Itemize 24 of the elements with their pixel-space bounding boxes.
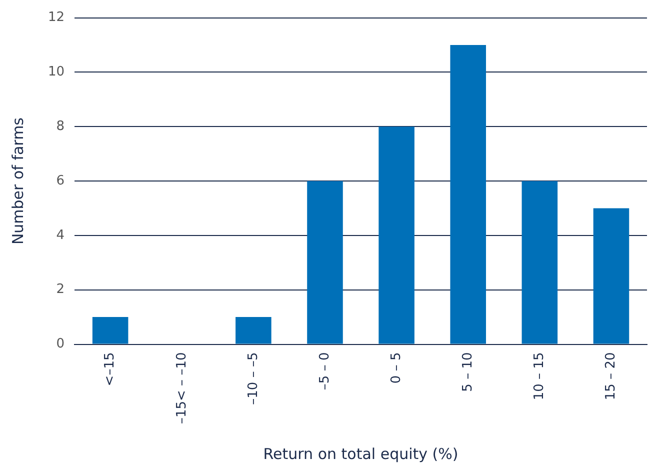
x-tick-label: <–15 <box>102 352 118 386</box>
bar <box>307 181 343 344</box>
x-tick-label: –15< – –10 <box>174 352 190 424</box>
x-tick-label: 5 – 10 <box>460 352 476 392</box>
x-tick-label: –5 – 0 <box>317 352 332 390</box>
y-tick-label: 2 <box>56 282 65 298</box>
bar <box>378 126 414 344</box>
x-tick-label: –10 – –5 <box>246 352 261 405</box>
y-tick-label: 4 <box>56 228 65 243</box>
x-tick-label: 15 – 20 <box>604 352 619 400</box>
x-axis-title: Return on total equity (%) <box>263 444 458 463</box>
bar <box>450 45 486 344</box>
bar <box>593 208 630 344</box>
x-tick-label: 0 – 5 <box>388 352 404 384</box>
bar <box>236 317 272 344</box>
bar <box>522 181 558 344</box>
y-tick-label: 8 <box>56 118 65 134</box>
y-axis-title: Number of farms <box>8 117 27 245</box>
bar <box>92 317 128 344</box>
x-tick-label: 10 – 15 <box>532 352 548 400</box>
y-tick-label: 10 <box>48 64 65 80</box>
y-tick-label: 6 <box>56 173 65 188</box>
y-tick-label: 12 <box>48 10 65 26</box>
y-tick-label: 0 <box>56 336 65 352</box>
